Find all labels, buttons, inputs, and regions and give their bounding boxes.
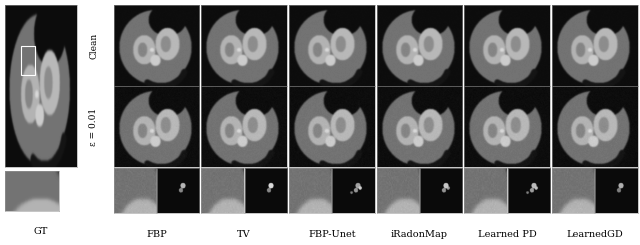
Text: LearnedGD: LearnedGD	[566, 230, 623, 239]
Text: FBP: FBP	[146, 230, 167, 239]
Text: Clean: Clean	[89, 32, 98, 59]
Text: GT: GT	[34, 227, 48, 236]
Bar	[21, 46, 35, 75]
Text: iRadonMap: iRadonMap	[391, 230, 448, 239]
Text: FBP-Unet: FBP-Unet	[308, 230, 356, 239]
Text: TV: TV	[237, 230, 251, 239]
Text: ε = 0.01: ε = 0.01	[89, 108, 98, 146]
Text: Learned PD: Learned PD	[478, 230, 536, 239]
